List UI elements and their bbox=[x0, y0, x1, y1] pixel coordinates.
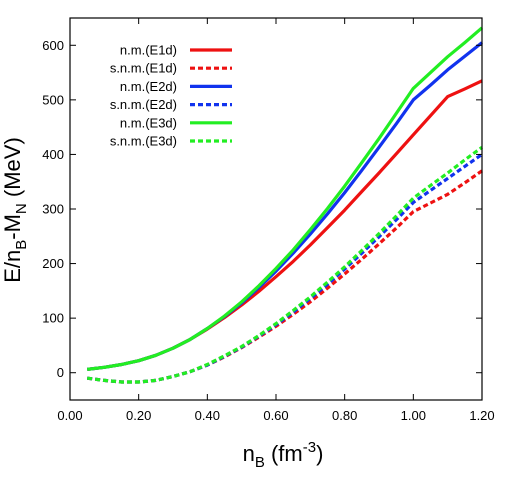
y-axis-title-sub1: B bbox=[13, 240, 30, 250]
x-axis-title: nB (fm-3) bbox=[243, 439, 324, 471]
y-axis-title-e: E/n bbox=[0, 250, 25, 283]
y-tick-label: 0 bbox=[57, 365, 64, 380]
x-axis-title-unit-close: ) bbox=[316, 441, 323, 466]
x-axis-title-unit-open: (fm bbox=[265, 441, 303, 466]
y-axis-title-unit: (MeV) bbox=[0, 137, 25, 203]
legend-label-5: s.n.m.(E3d) bbox=[110, 134, 177, 149]
y-axis-title: E/nB-MN (MeV) bbox=[0, 137, 30, 283]
x-tick-label: 0.40 bbox=[195, 408, 220, 423]
plot-lines bbox=[86, 26, 484, 384]
x-tick-label: 0.00 bbox=[57, 408, 82, 423]
x-axis-title-unit-sup: -3 bbox=[303, 439, 316, 456]
axis-ticks: 0.00 0.20 0.40 0.60 0.80 1.00 1.20 0 100 200 300 40… bbox=[42, 18, 495, 423]
x-tick-label: 0.60 bbox=[263, 408, 288, 423]
x-tick-label: 0.80 bbox=[332, 408, 357, 423]
series-line-1 bbox=[86, 169, 483, 384]
x-tick-label: 1.00 bbox=[401, 408, 426, 423]
series-line-4 bbox=[87, 26, 484, 371]
x-tick-label: 1.20 bbox=[469, 408, 494, 423]
legend: n.m.(E1d) s.n.m.(E1d) n.m.(E2d) s.n.m.(E2d)… bbox=[110, 43, 232, 149]
y-tick-label: 600 bbox=[42, 38, 64, 53]
y-tick-label: 500 bbox=[42, 92, 64, 107]
y-tick-label: 200 bbox=[42, 256, 64, 271]
legend-label-2: n.m.(E2d) bbox=[120, 79, 177, 94]
series-line-5 bbox=[86, 146, 483, 384]
y-axis-title-sub2: N bbox=[13, 203, 30, 214]
legend-label-1: s.n.m.(E1d) bbox=[110, 61, 177, 76]
legend-label-3: s.n.m.(E2d) bbox=[110, 97, 177, 112]
x-axis-title-main: n bbox=[243, 441, 255, 466]
x-axis-title-sub: B bbox=[255, 454, 265, 471]
x-tick-label: 0.20 bbox=[126, 408, 151, 423]
y-axis-title-mid: -M bbox=[0, 214, 25, 240]
y-tick-label: 100 bbox=[42, 311, 64, 326]
legend-label-4: n.m.(E3d) bbox=[120, 115, 177, 130]
legend-label-0: n.m.(E1d) bbox=[120, 43, 177, 58]
y-tick-label: 300 bbox=[42, 202, 64, 217]
y-tick-label: 400 bbox=[42, 147, 64, 162]
